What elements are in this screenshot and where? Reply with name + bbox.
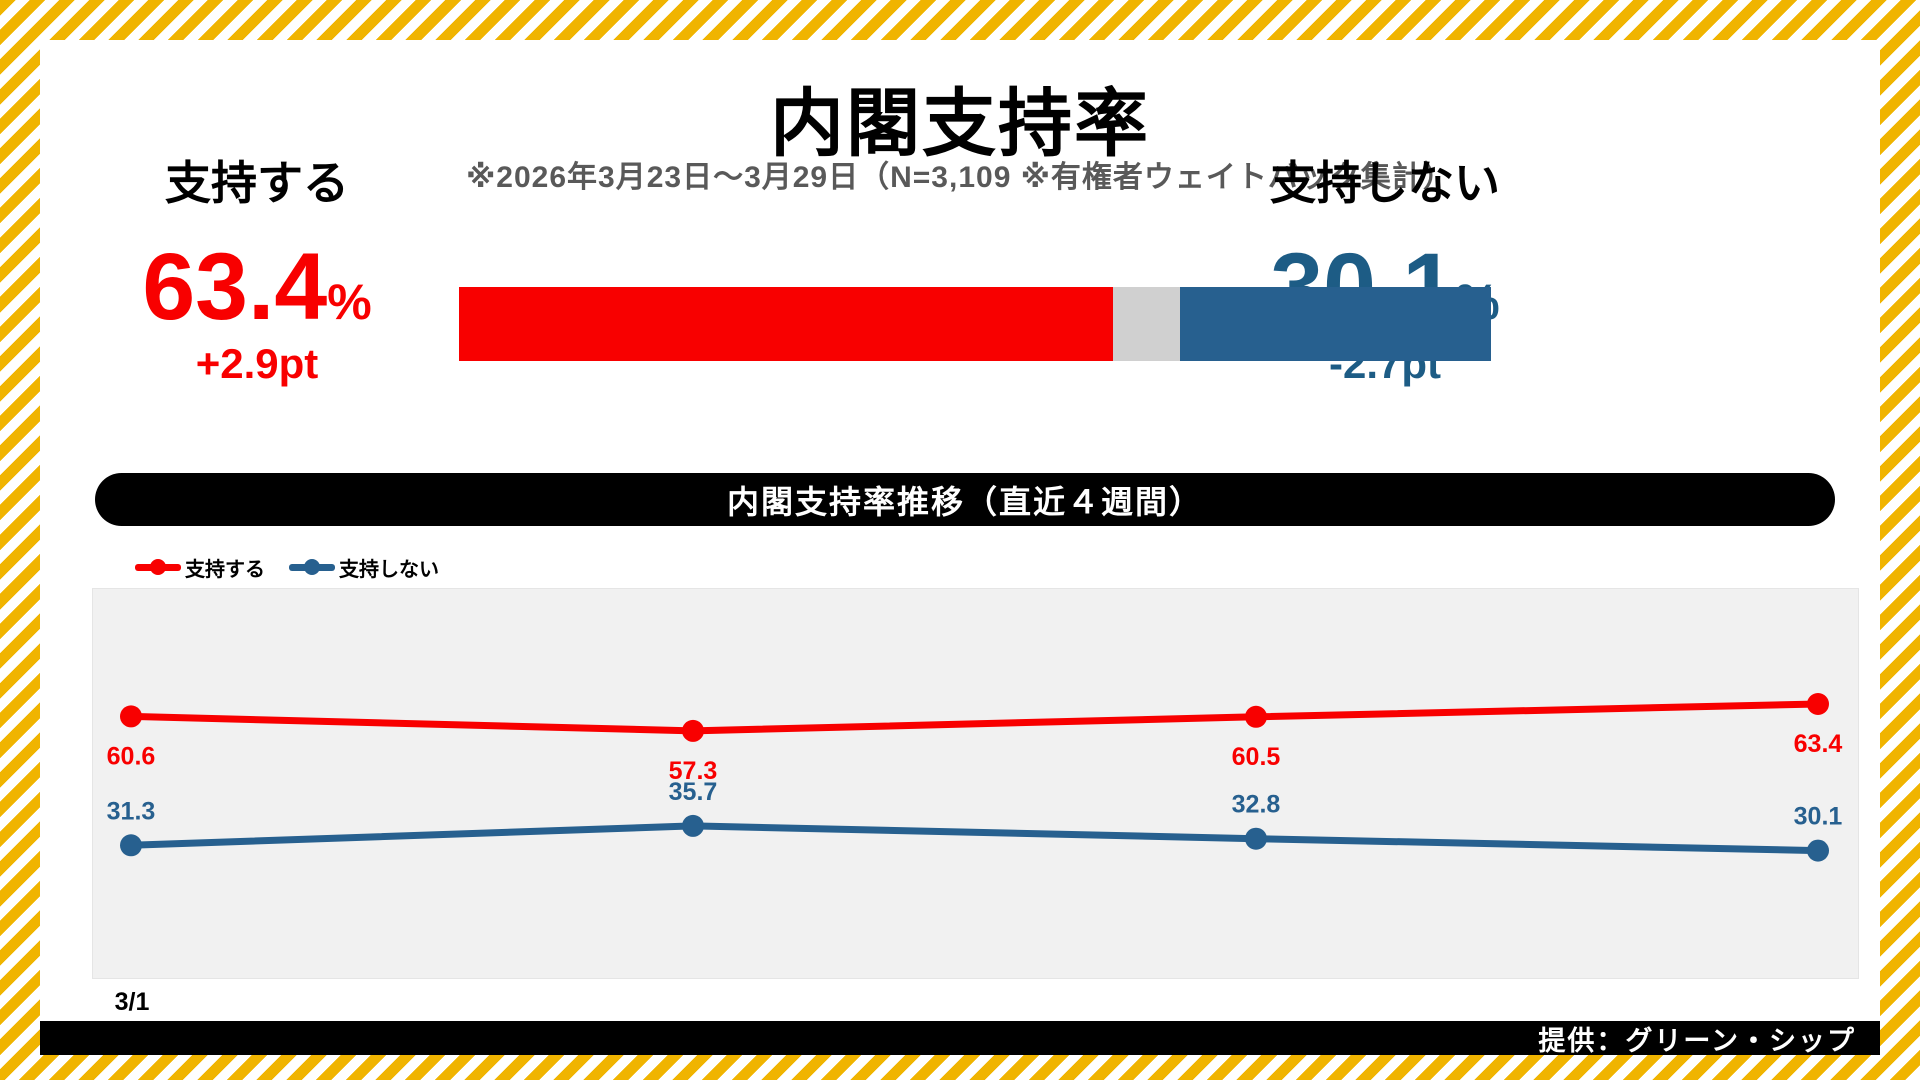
- data-point-label: 30.1: [1794, 803, 1843, 831]
- approve-delta: +2.9pt: [195, 340, 319, 387]
- survey-period-note: ※2026年3月23日～3月29日（N=3,109 ※有権者ウェイトバック集計）: [466, 161, 1454, 194]
- legend-label: 支持する: [185, 558, 265, 581]
- chart-legend: 支持する 支持しない: [135, 553, 439, 582]
- data-point: [1807, 693, 1829, 715]
- x-axis-tick-label: 3/1: [114, 988, 150, 1016]
- trend-chart-svg: 60.6 57.3 60.5 63.4 31.3 35.7 32.8 30.1: [107, 693, 1843, 862]
- data-point-label: 60.6: [107, 742, 156, 770]
- data-point-label: 57.3: [669, 757, 718, 785]
- approve-unit: %: [327, 274, 372, 330]
- data-point: [120, 834, 142, 857]
- legend-line-marker: [289, 559, 335, 575]
- content-panel: 内閣支持率 ※2026年3月23日～3月29日（N=3,109 ※有権者ウェイト…: [40, 40, 1880, 1056]
- trend-line-支持する: [130, 700, 1819, 735]
- trend-chart-area: 60.6 57.3 60.5 63.4 31.3 35.7 32.8 30.1: [92, 588, 1859, 979]
- trend-banner: 内閣支持率推移（直近４週間）: [95, 473, 1835, 526]
- approve-number: 63.4: [142, 234, 328, 340]
- legend-line-marker: [135, 559, 181, 575]
- data-point: [120, 705, 142, 728]
- provider-credit: 提供：グリーン・シップ: [1538, 1025, 1856, 1056]
- approval-stacked-bar: [459, 287, 1491, 361]
- data-point-label: 31.3: [107, 797, 156, 825]
- bar-segment-disapprove: [1180, 287, 1491, 361]
- legend-item-disapprove: 支持しない: [289, 553, 439, 582]
- legend-dot-marker: [150, 559, 166, 575]
- bar-segment-neutral-gray: [1113, 287, 1181, 361]
- approve-value: 63.4%: [92, 240, 422, 335]
- legend-item-approve: 支持する: [135, 553, 265, 582]
- data-point-label: 32.8: [1232, 791, 1281, 819]
- disapprove-label: 支持しない: [1270, 157, 1500, 209]
- data-point: [682, 719, 704, 742]
- legend-dot-marker: [304, 559, 320, 575]
- legend-label: 支持しない: [339, 558, 439, 581]
- trend-line-支持しない: [130, 822, 1819, 855]
- data-point-label: 35.7: [669, 778, 718, 806]
- data-point: [1245, 705, 1267, 728]
- data-point: [1245, 827, 1267, 850]
- approve-summary: 支持する 63.4% +2.9pt: [92, 160, 422, 385]
- approve-label: 支持する: [165, 157, 349, 209]
- data-point-label: 60.5: [1232, 743, 1281, 771]
- provider-bar: 提供：グリーン・シップ: [40, 1021, 1880, 1056]
- data-point: [682, 814, 704, 837]
- bar-segment-approve: [459, 287, 1114, 361]
- data-point-label: 63.4: [1794, 730, 1843, 758]
- data-point: [1807, 839, 1829, 862]
- page-title: 内閣支持率: [770, 82, 1150, 165]
